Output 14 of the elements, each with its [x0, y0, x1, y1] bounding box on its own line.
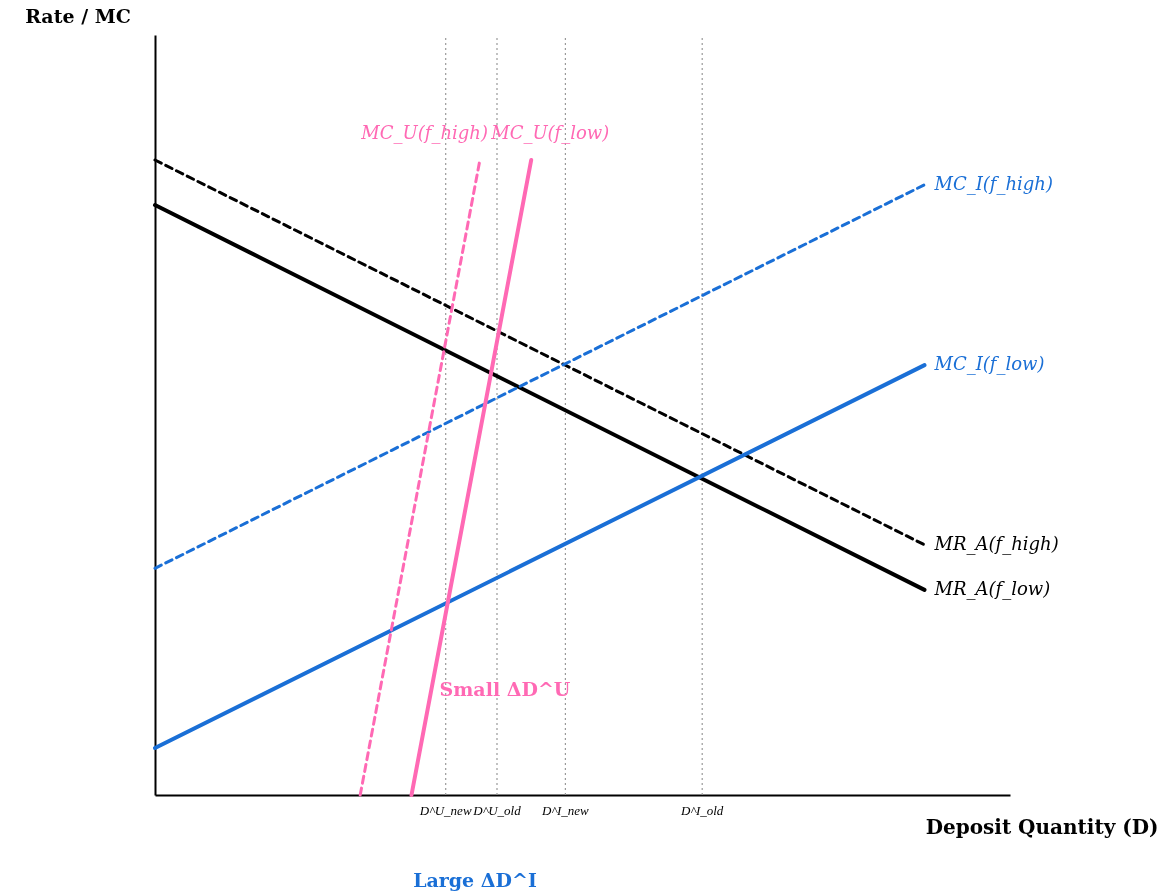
x-tick-label: D^I_new	[541, 803, 590, 818]
series-label: MC_U(f_high)	[360, 122, 488, 144]
x-axis-title: Deposit Quantity (D)	[925, 814, 1159, 839]
series-label: MC_U(f_low)	[490, 122, 610, 144]
text: Rate / MC	[25, 5, 131, 27]
series-label: MR_A(f_high)	[933, 532, 1059, 555]
series-label: MC_I(f_high)	[933, 172, 1053, 195]
x-tick-label: D^U_old	[472, 803, 522, 818]
series-label: MC_I(f_low)	[933, 353, 1045, 376]
x-tick-label: D^I_old	[680, 803, 724, 818]
series-label: MR_A(f_low)	[933, 577, 1051, 600]
text: Large ΔD^I	[413, 869, 537, 891]
x-tick-label: D^U_new	[418, 803, 472, 818]
annotation: Small ΔD^U	[439, 678, 571, 700]
